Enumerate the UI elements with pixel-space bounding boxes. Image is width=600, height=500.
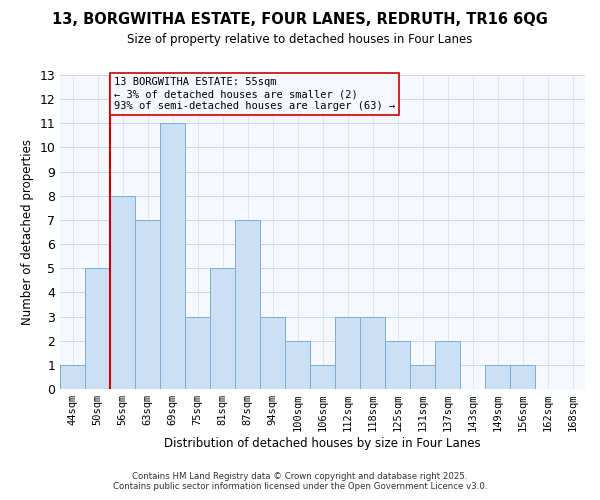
Bar bbox=[360, 316, 385, 389]
Bar bbox=[235, 220, 260, 389]
Text: Contains HM Land Registry data © Crown copyright and database right 2025.
Contai: Contains HM Land Registry data © Crown c… bbox=[113, 472, 487, 491]
Bar bbox=[85, 268, 110, 389]
Bar bbox=[410, 365, 435, 389]
Bar bbox=[135, 220, 160, 389]
Bar bbox=[110, 196, 135, 389]
Bar bbox=[185, 316, 210, 389]
Y-axis label: Number of detached properties: Number of detached properties bbox=[21, 139, 34, 325]
Bar bbox=[510, 365, 535, 389]
Bar bbox=[210, 268, 235, 389]
Bar bbox=[310, 365, 335, 389]
Bar bbox=[260, 316, 285, 389]
Bar bbox=[385, 341, 410, 389]
Text: Size of property relative to detached houses in Four Lanes: Size of property relative to detached ho… bbox=[127, 32, 473, 46]
Bar bbox=[485, 365, 510, 389]
Text: 13, BORGWITHA ESTATE, FOUR LANES, REDRUTH, TR16 6QG: 13, BORGWITHA ESTATE, FOUR LANES, REDRUT… bbox=[52, 12, 548, 28]
Text: 13 BORGWITHA ESTATE: 55sqm
← 3% of detached houses are smaller (2)
93% of semi-d: 13 BORGWITHA ESTATE: 55sqm ← 3% of detac… bbox=[114, 78, 395, 110]
Bar bbox=[60, 365, 85, 389]
Bar bbox=[335, 316, 360, 389]
Bar bbox=[435, 341, 460, 389]
Bar bbox=[285, 341, 310, 389]
X-axis label: Distribution of detached houses by size in Four Lanes: Distribution of detached houses by size … bbox=[164, 437, 481, 450]
Bar bbox=[160, 124, 185, 389]
